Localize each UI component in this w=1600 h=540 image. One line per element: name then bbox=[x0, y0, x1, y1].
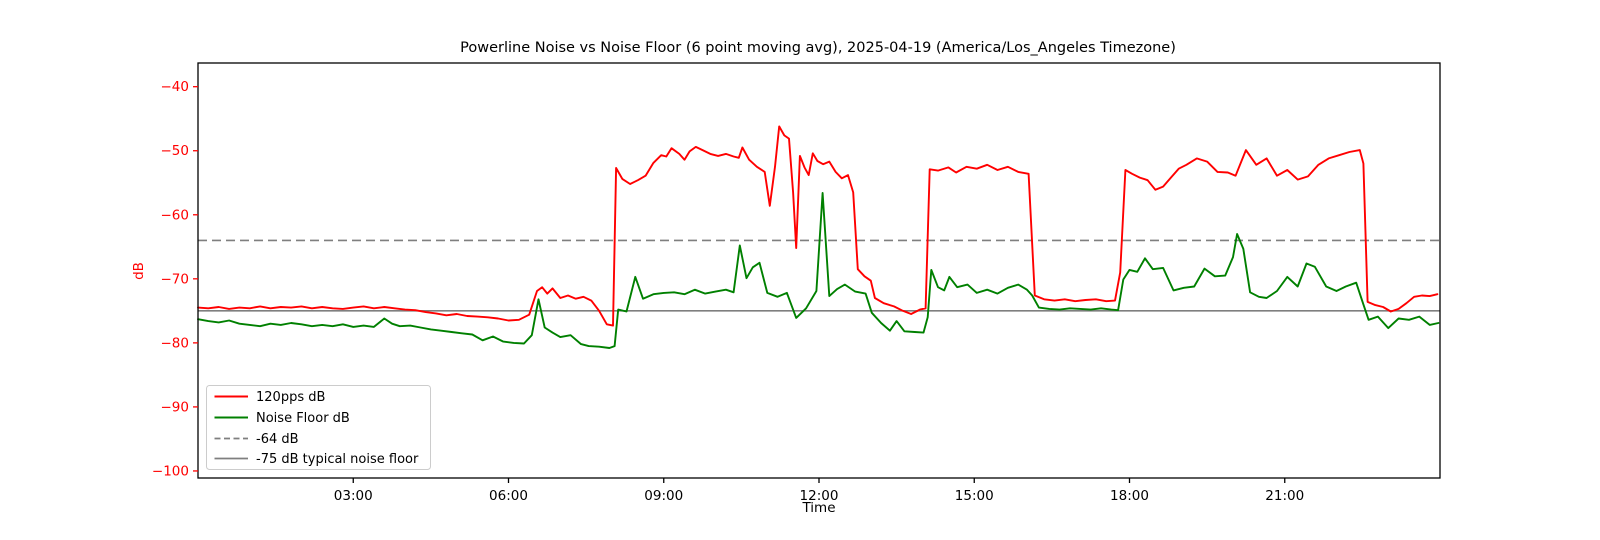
x-axis-label: Time bbox=[801, 500, 835, 516]
x-tick-label: 06:00 bbox=[489, 488, 528, 504]
x-tick-label: 03:00 bbox=[334, 488, 373, 504]
series-line-1 bbox=[197, 192, 1440, 349]
legend-entry-label: -75 dB typical noise floor bbox=[256, 452, 419, 467]
series-lines bbox=[197, 125, 1440, 349]
y-tick-label: −100 bbox=[152, 463, 189, 479]
y-tick-label: −60 bbox=[161, 207, 190, 223]
y-tick-label: −40 bbox=[161, 79, 190, 95]
x-tick-label: 21:00 bbox=[1265, 488, 1304, 504]
y-tick-label: −70 bbox=[161, 271, 190, 287]
x-ticks: 03:00 06:00 09:00 12:00 15:00 18:00 21:00 bbox=[334, 478, 1304, 504]
x-tick-label: 18:00 bbox=[1110, 488, 1149, 504]
y-ticks: −40 −50 −60 −70 −80 −90 −100 bbox=[152, 79, 198, 479]
y-tick-label: −80 bbox=[161, 335, 190, 351]
legend-entry-label: -64 dB bbox=[256, 432, 299, 447]
legend-entry-label: 120pps dB bbox=[256, 390, 325, 405]
legend-entry-label: Noise Floor dB bbox=[256, 411, 350, 426]
x-tick-label: 15:00 bbox=[955, 488, 994, 504]
y-tick-label: −50 bbox=[161, 143, 190, 159]
y-tick-label: −90 bbox=[161, 399, 190, 415]
legend: 120pps dB Noise Floor dB -64 dB -75 dB typi… bbox=[206, 385, 431, 470]
legend-box bbox=[206, 385, 431, 470]
x-tick-label: 09:00 bbox=[644, 488, 683, 504]
x-tick-label: 12:00 bbox=[800, 488, 839, 504]
series-line-0 bbox=[197, 125, 1439, 327]
y-axis-label: dB bbox=[131, 262, 147, 280]
chart-title: Powerline Noise vs Noise Floor (6 point … bbox=[460, 40, 1176, 56]
